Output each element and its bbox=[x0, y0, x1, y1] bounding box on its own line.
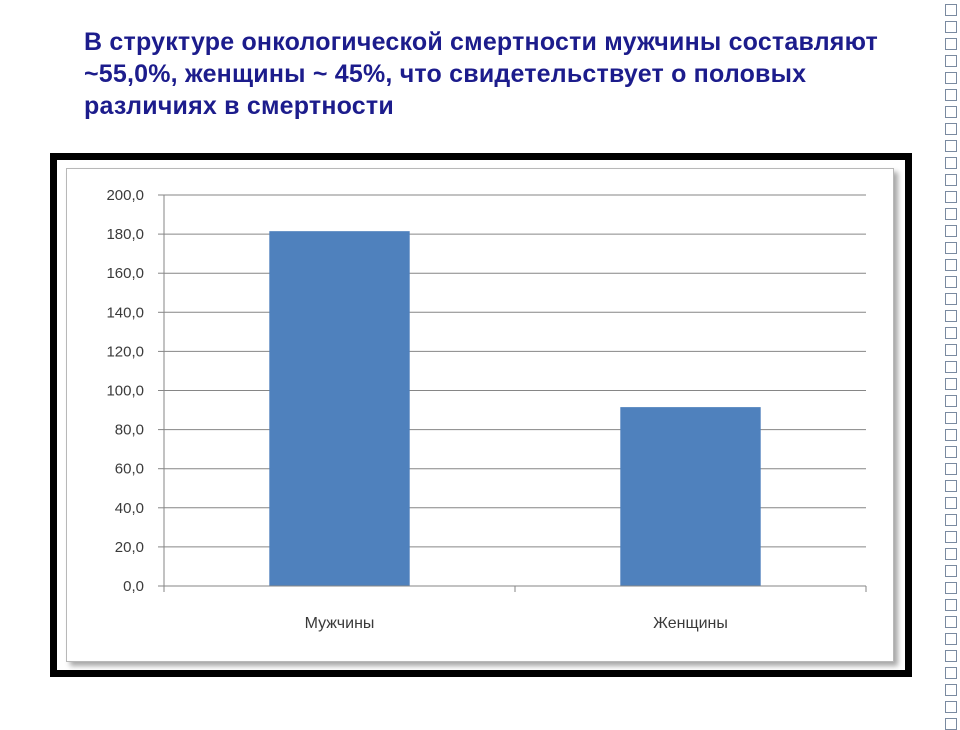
slide-title: В структуре онкологической смертности му… bbox=[84, 28, 878, 120]
bullet-square bbox=[945, 633, 957, 645]
bullet-square bbox=[945, 650, 957, 662]
bullet-square bbox=[945, 191, 957, 203]
bullet-square bbox=[945, 480, 957, 492]
bullet-square bbox=[945, 123, 957, 135]
bullet-square bbox=[945, 497, 957, 509]
axis-labels: 0,0 20,0 40,0 60,0 80,0 100,0 120,0 140,0 160,0 1… bbox=[106, 187, 727, 632]
bullet-square bbox=[945, 667, 957, 679]
bullet-square bbox=[945, 225, 957, 237]
bullet-square bbox=[945, 582, 957, 594]
bullet-square bbox=[945, 4, 957, 16]
bullet-square bbox=[945, 38, 957, 50]
bullet-square bbox=[945, 208, 957, 220]
bullet-square bbox=[945, 701, 957, 713]
y-tick-label: 160,0 bbox=[106, 265, 144, 282]
y-tick-label: 100,0 bbox=[106, 383, 144, 400]
bullet-square bbox=[945, 157, 957, 169]
bullet-square bbox=[945, 514, 957, 526]
bullet-square bbox=[945, 395, 957, 407]
y-tick-label: 80,0 bbox=[115, 422, 144, 439]
decorative-bullet-column bbox=[943, 0, 960, 730]
bullet-square bbox=[945, 378, 957, 390]
bullet-square bbox=[945, 72, 957, 84]
bar-1 bbox=[269, 231, 410, 587]
bullet-square bbox=[945, 361, 957, 373]
bullet-square bbox=[945, 565, 957, 577]
y-tick-label: 200,0 bbox=[106, 187, 144, 204]
y-tick-label: 180,0 bbox=[106, 226, 144, 243]
bullet-square bbox=[945, 463, 957, 475]
bullet-square bbox=[945, 276, 957, 288]
bullet-square bbox=[945, 684, 957, 696]
bullet-square bbox=[945, 327, 957, 339]
bullet-square bbox=[945, 21, 957, 33]
bullet-square bbox=[945, 55, 957, 67]
bullet-square bbox=[945, 174, 957, 186]
x-category-label: Мужчины bbox=[305, 615, 375, 632]
y-tick-label: 40,0 bbox=[115, 500, 144, 517]
y-tick-label: 60,0 bbox=[115, 461, 144, 478]
y-tick-label: 140,0 bbox=[106, 304, 144, 321]
bar-2 bbox=[620, 407, 761, 586]
bullet-square bbox=[945, 259, 957, 271]
bullet-square bbox=[945, 310, 957, 322]
bullet-square bbox=[945, 106, 957, 118]
bullet-square bbox=[945, 548, 957, 560]
axes bbox=[158, 194, 867, 592]
bullet-square bbox=[945, 344, 957, 356]
bullet-square bbox=[945, 446, 957, 458]
bullet-square bbox=[945, 293, 957, 305]
bullet-square bbox=[945, 140, 957, 152]
x-category-label: Женщины bbox=[653, 615, 728, 632]
y-tick-label: 0,0 bbox=[123, 578, 144, 595]
bullet-square bbox=[945, 242, 957, 254]
bullet-square bbox=[945, 429, 957, 441]
y-tick-label: 120,0 bbox=[106, 343, 144, 360]
bullet-square bbox=[945, 599, 957, 611]
bullet-square bbox=[945, 531, 957, 543]
bars bbox=[269, 231, 761, 587]
y-tick-label: 20,0 bbox=[115, 539, 144, 556]
bullet-square bbox=[945, 616, 957, 628]
bullet-square bbox=[945, 89, 957, 101]
bullet-square bbox=[945, 412, 957, 424]
